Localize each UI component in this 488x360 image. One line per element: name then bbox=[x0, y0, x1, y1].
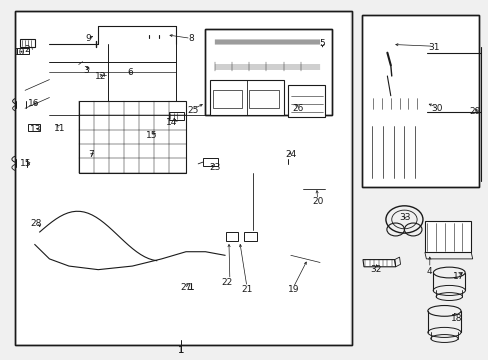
Polygon shape bbox=[212, 39, 322, 45]
Text: 9: 9 bbox=[85, 34, 91, 43]
Text: 7: 7 bbox=[88, 150, 94, 159]
Bar bbox=[20, 40, 35, 47]
Bar bbox=[203, 158, 217, 166]
Text: 4: 4 bbox=[426, 267, 432, 276]
Bar bbox=[244, 232, 256, 241]
Text: 8: 8 bbox=[187, 34, 193, 43]
Text: 32: 32 bbox=[370, 265, 381, 274]
Bar bbox=[361, 15, 478, 187]
Text: 25: 25 bbox=[187, 105, 199, 114]
Text: 18: 18 bbox=[450, 314, 462, 323]
Text: 31: 31 bbox=[427, 43, 439, 52]
Text: 16: 16 bbox=[28, 99, 40, 108]
Text: 14: 14 bbox=[165, 118, 177, 127]
Text: 27: 27 bbox=[180, 283, 191, 292]
Bar bbox=[249, 90, 278, 108]
Bar bbox=[17, 13, 349, 344]
Text: 17: 17 bbox=[452, 272, 464, 281]
Text: 33: 33 bbox=[399, 213, 410, 222]
Text: 10: 10 bbox=[14, 48, 25, 57]
Bar bbox=[288, 85, 325, 117]
Text: 21: 21 bbox=[241, 285, 252, 294]
Bar bbox=[205, 30, 331, 116]
Polygon shape bbox=[212, 62, 322, 71]
Bar bbox=[205, 30, 331, 116]
Text: 20: 20 bbox=[311, 197, 323, 206]
Text: 5: 5 bbox=[319, 39, 325, 48]
Bar bbox=[361, 15, 478, 187]
Bar bbox=[15, 12, 351, 345]
Text: 1: 1 bbox=[178, 346, 183, 355]
Bar bbox=[210, 80, 283, 116]
Text: 26: 26 bbox=[292, 104, 303, 113]
Text: 13: 13 bbox=[30, 125, 41, 134]
Bar bbox=[15, 12, 351, 345]
Bar bbox=[168, 112, 183, 120]
Text: 2: 2 bbox=[25, 45, 30, 54]
Text: 30: 30 bbox=[430, 104, 442, 113]
Text: 24: 24 bbox=[285, 150, 296, 159]
Bar bbox=[17, 48, 29, 54]
Polygon shape bbox=[424, 221, 470, 252]
Polygon shape bbox=[370, 98, 427, 109]
Text: 3: 3 bbox=[83, 66, 89, 75]
Polygon shape bbox=[49, 173, 327, 252]
Text: 6: 6 bbox=[127, 68, 133, 77]
Text: 15: 15 bbox=[20, 159, 32, 168]
Text: 11: 11 bbox=[53, 123, 65, 132]
Bar bbox=[212, 90, 242, 108]
Text: 28: 28 bbox=[30, 219, 41, 228]
Text: 12: 12 bbox=[95, 72, 106, 81]
Polygon shape bbox=[362, 260, 395, 267]
Text: 29: 29 bbox=[468, 107, 479, 116]
Bar bbox=[79, 101, 185, 173]
Text: 19: 19 bbox=[287, 285, 298, 294]
Bar bbox=[27, 124, 40, 131]
Text: 1: 1 bbox=[178, 345, 184, 355]
Text: 15: 15 bbox=[146, 131, 157, 140]
Polygon shape bbox=[215, 73, 266, 84]
Text: 22: 22 bbox=[222, 278, 233, 287]
Text: 23: 23 bbox=[209, 163, 221, 172]
Bar bbox=[225, 232, 238, 241]
